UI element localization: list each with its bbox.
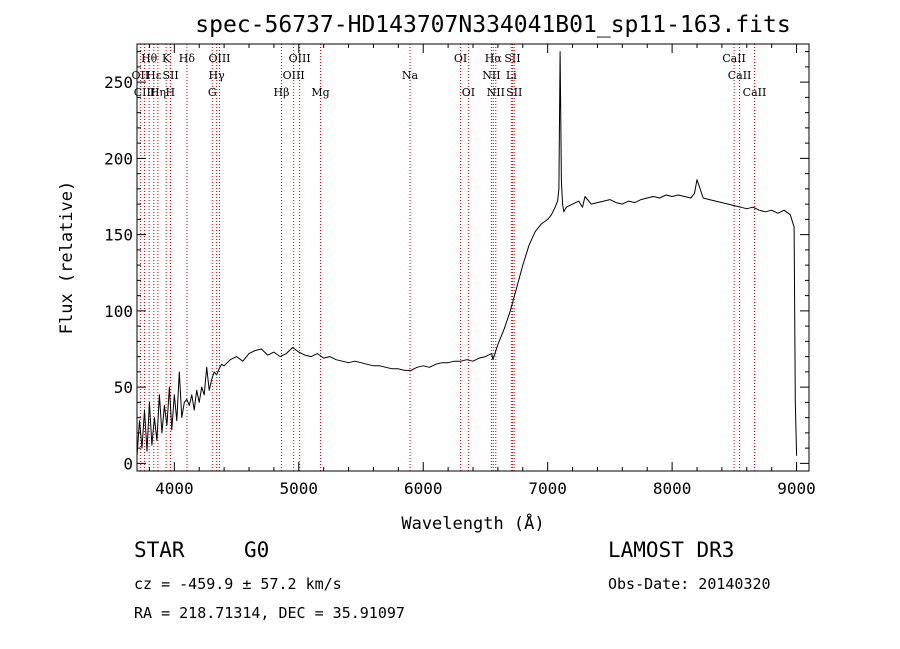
x-tick-label: 5000 <box>280 479 319 498</box>
line-label: H <box>166 86 176 99</box>
line-label: Hδ <box>179 52 196 65</box>
line-label: CaII <box>722 52 746 65</box>
y-tick-label: 200 <box>104 149 133 168</box>
line-label: OI <box>454 52 467 65</box>
spectrum-line <box>136 51 798 456</box>
y-tick-label: 150 <box>104 226 133 245</box>
x-tick-label: 7000 <box>528 479 567 498</box>
line-label: Li <box>506 69 517 82</box>
y-tick-label: 0 <box>123 454 133 473</box>
line-label: Hα <box>485 52 503 65</box>
y-tick-label: 250 <box>104 73 133 92</box>
line-label: OIII <box>208 52 230 65</box>
x-tick-label: 8000 <box>653 479 692 498</box>
chart-title: spec-56737-HD143707N334041B01_sp11-163.f… <box>195 12 790 38</box>
line-label: CaII <box>743 86 767 99</box>
y-tick-label: 50 <box>114 378 133 397</box>
x-tick-label: 9000 <box>777 479 816 498</box>
line-label: Hη <box>150 86 166 99</box>
line-label: Hβ <box>274 86 290 99</box>
y-tick-label: 100 <box>104 302 133 321</box>
line-label: Na <box>402 69 419 82</box>
redshift-cz: cz = -459.9 ± 57.2 km/s <box>134 575 342 593</box>
line-label: Hε <box>146 69 162 82</box>
line-label: CaII <box>728 69 752 82</box>
line-label: Mg <box>311 86 329 99</box>
line-label: CIII <box>134 86 155 99</box>
survey-name: LAMOST DR3 <box>608 538 735 562</box>
object-subclass: G0 <box>244 538 270 562</box>
obs-date: Obs-Date: 20140320 <box>608 575 771 593</box>
plot-frame <box>136 43 810 472</box>
object-class: STAR <box>134 538 185 562</box>
line-label: Hγ <box>209 69 226 82</box>
line-label: K <box>162 52 171 65</box>
line-label: SII <box>162 69 178 82</box>
x-tick-label: 4000 <box>155 479 194 498</box>
line-label: G <box>208 86 217 99</box>
x-axis-label: Wavelength (Å) <box>401 512 544 534</box>
line-label: OI <box>462 86 475 99</box>
y-axis-label: Flux (relative) <box>57 181 77 335</box>
coordinates: RA = 218.71314, DEC = 35.91097 <box>134 604 405 622</box>
line-label: Hθ <box>141 52 158 65</box>
line-label: OIII <box>289 52 311 65</box>
x-tick-label: 6000 <box>404 479 443 498</box>
line-label: NII <box>487 86 505 99</box>
line-label: OIII <box>283 69 305 82</box>
line-label: NII <box>482 69 500 82</box>
line-label: SII <box>506 86 522 99</box>
line-label: OII <box>132 69 150 82</box>
line-label: SII <box>504 52 520 65</box>
